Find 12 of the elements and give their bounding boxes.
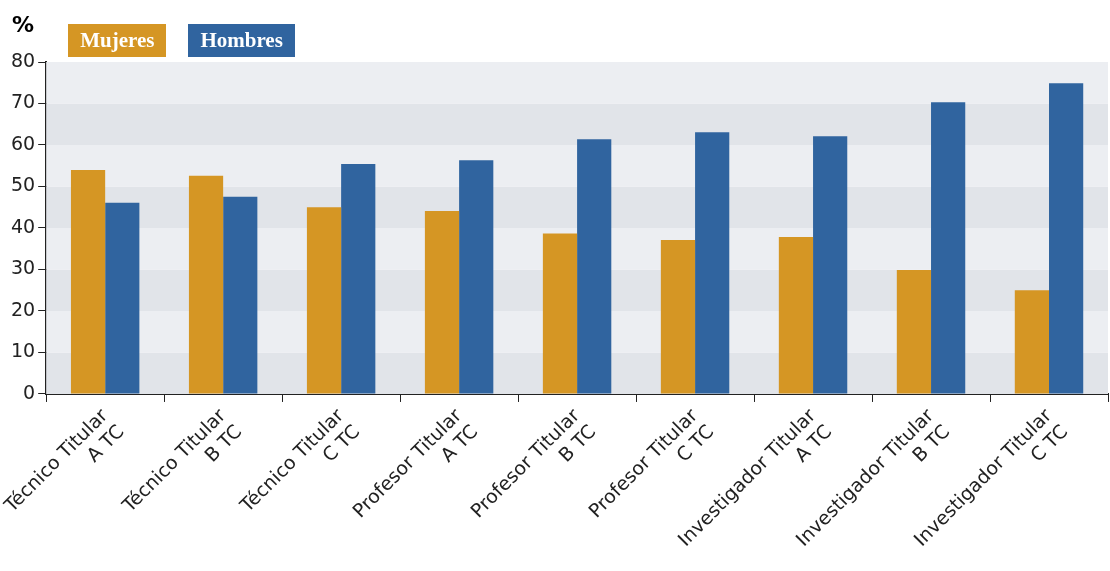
text: Mujeres <box>68 24 167 57</box>
y-tick-label: 50 <box>10 173 36 196</box>
y-tick-label: 40 <box>10 214 36 237</box>
y-tick-label: 60 <box>10 131 36 154</box>
y-tick-label: 30 <box>10 256 36 279</box>
text: Hombres <box>188 24 295 57</box>
y-axis-title: % <box>12 12 35 37</box>
y-tick-label: 20 <box>10 297 36 320</box>
y-tick-label: 10 <box>10 339 36 362</box>
y-tick-label: 80 <box>10 48 36 71</box>
y-tick-label: 70 <box>10 90 36 113</box>
y-tick-label: 0 <box>23 380 36 403</box>
